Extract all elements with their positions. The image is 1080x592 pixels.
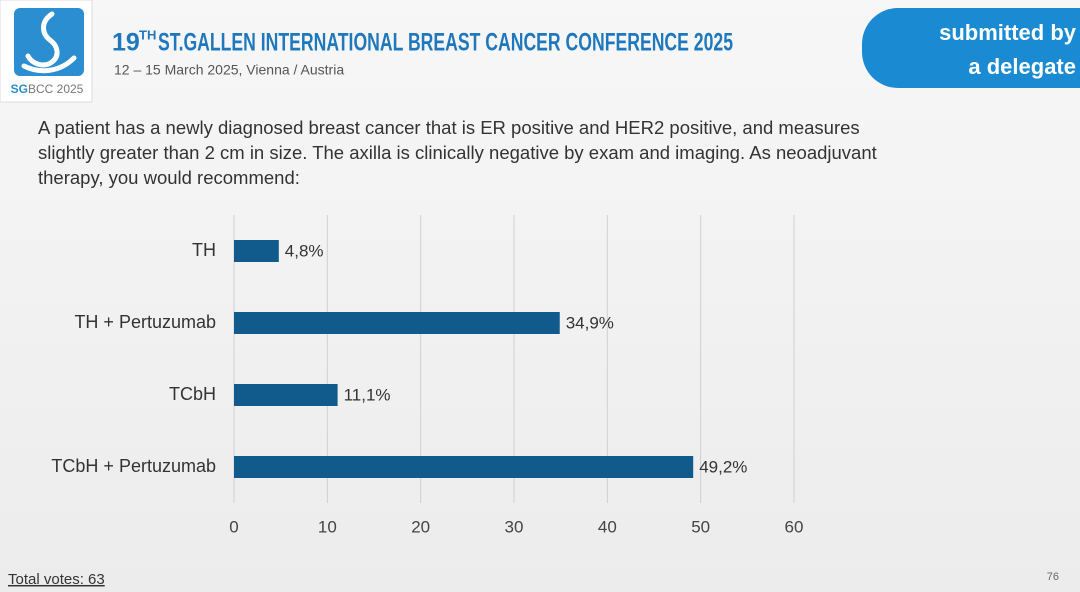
x-tick-label: 50 (691, 517, 710, 536)
value-label: 34,9% (566, 313, 614, 332)
conference-suffix: TH (139, 27, 156, 42)
bar (234, 456, 694, 478)
bar (234, 240, 279, 262)
badge-line: submitted by (939, 20, 1077, 45)
x-tick-label: 30 (505, 517, 524, 536)
question-line: A patient has a newly diagnosed breast c… (38, 117, 860, 138)
total-votes: Total votes: 63 (8, 571, 105, 588)
badge (862, 8, 1080, 88)
conference-dates: 12 – 15 March 2025, Vienna / Austria (114, 62, 344, 78)
x-tick-label: 60 (785, 517, 804, 536)
y-tick-label: TH + Pertuzumab (74, 312, 216, 332)
logo-symbol (21, 11, 77, 74)
conference-name: ST.GALLEN INTERNATIONAL BREAST CANCER CO… (158, 29, 733, 57)
conference-number: 19 (112, 29, 140, 57)
y-tick-label: TCbH (169, 384, 216, 404)
value-label: 49,2% (699, 457, 747, 476)
logo-strong: SG (11, 82, 28, 96)
y-tick-label: TH (192, 240, 216, 260)
badge-line: a delegate (968, 54, 1076, 79)
logo-text: SGBCC 2025 (11, 82, 84, 96)
y-tick-label: TCbH + Pertuzumab (51, 456, 216, 476)
x-tick-label: 20 (411, 517, 430, 536)
logo-rest: BCC 2025 (28, 82, 84, 96)
x-tick-label: 40 (598, 517, 617, 536)
bar (234, 312, 560, 334)
x-tick-label: 10 (318, 517, 337, 536)
bar (234, 384, 338, 406)
page-number: 76 (1047, 571, 1059, 583)
value-label: 11,1% (344, 385, 391, 404)
question-line: therapy, you would recommend: (38, 167, 300, 188)
value-label: 4,8% (285, 241, 324, 260)
x-tick-label: 0 (229, 517, 238, 536)
question-line: slightly greater than 2 cm in size. The … (38, 142, 877, 163)
